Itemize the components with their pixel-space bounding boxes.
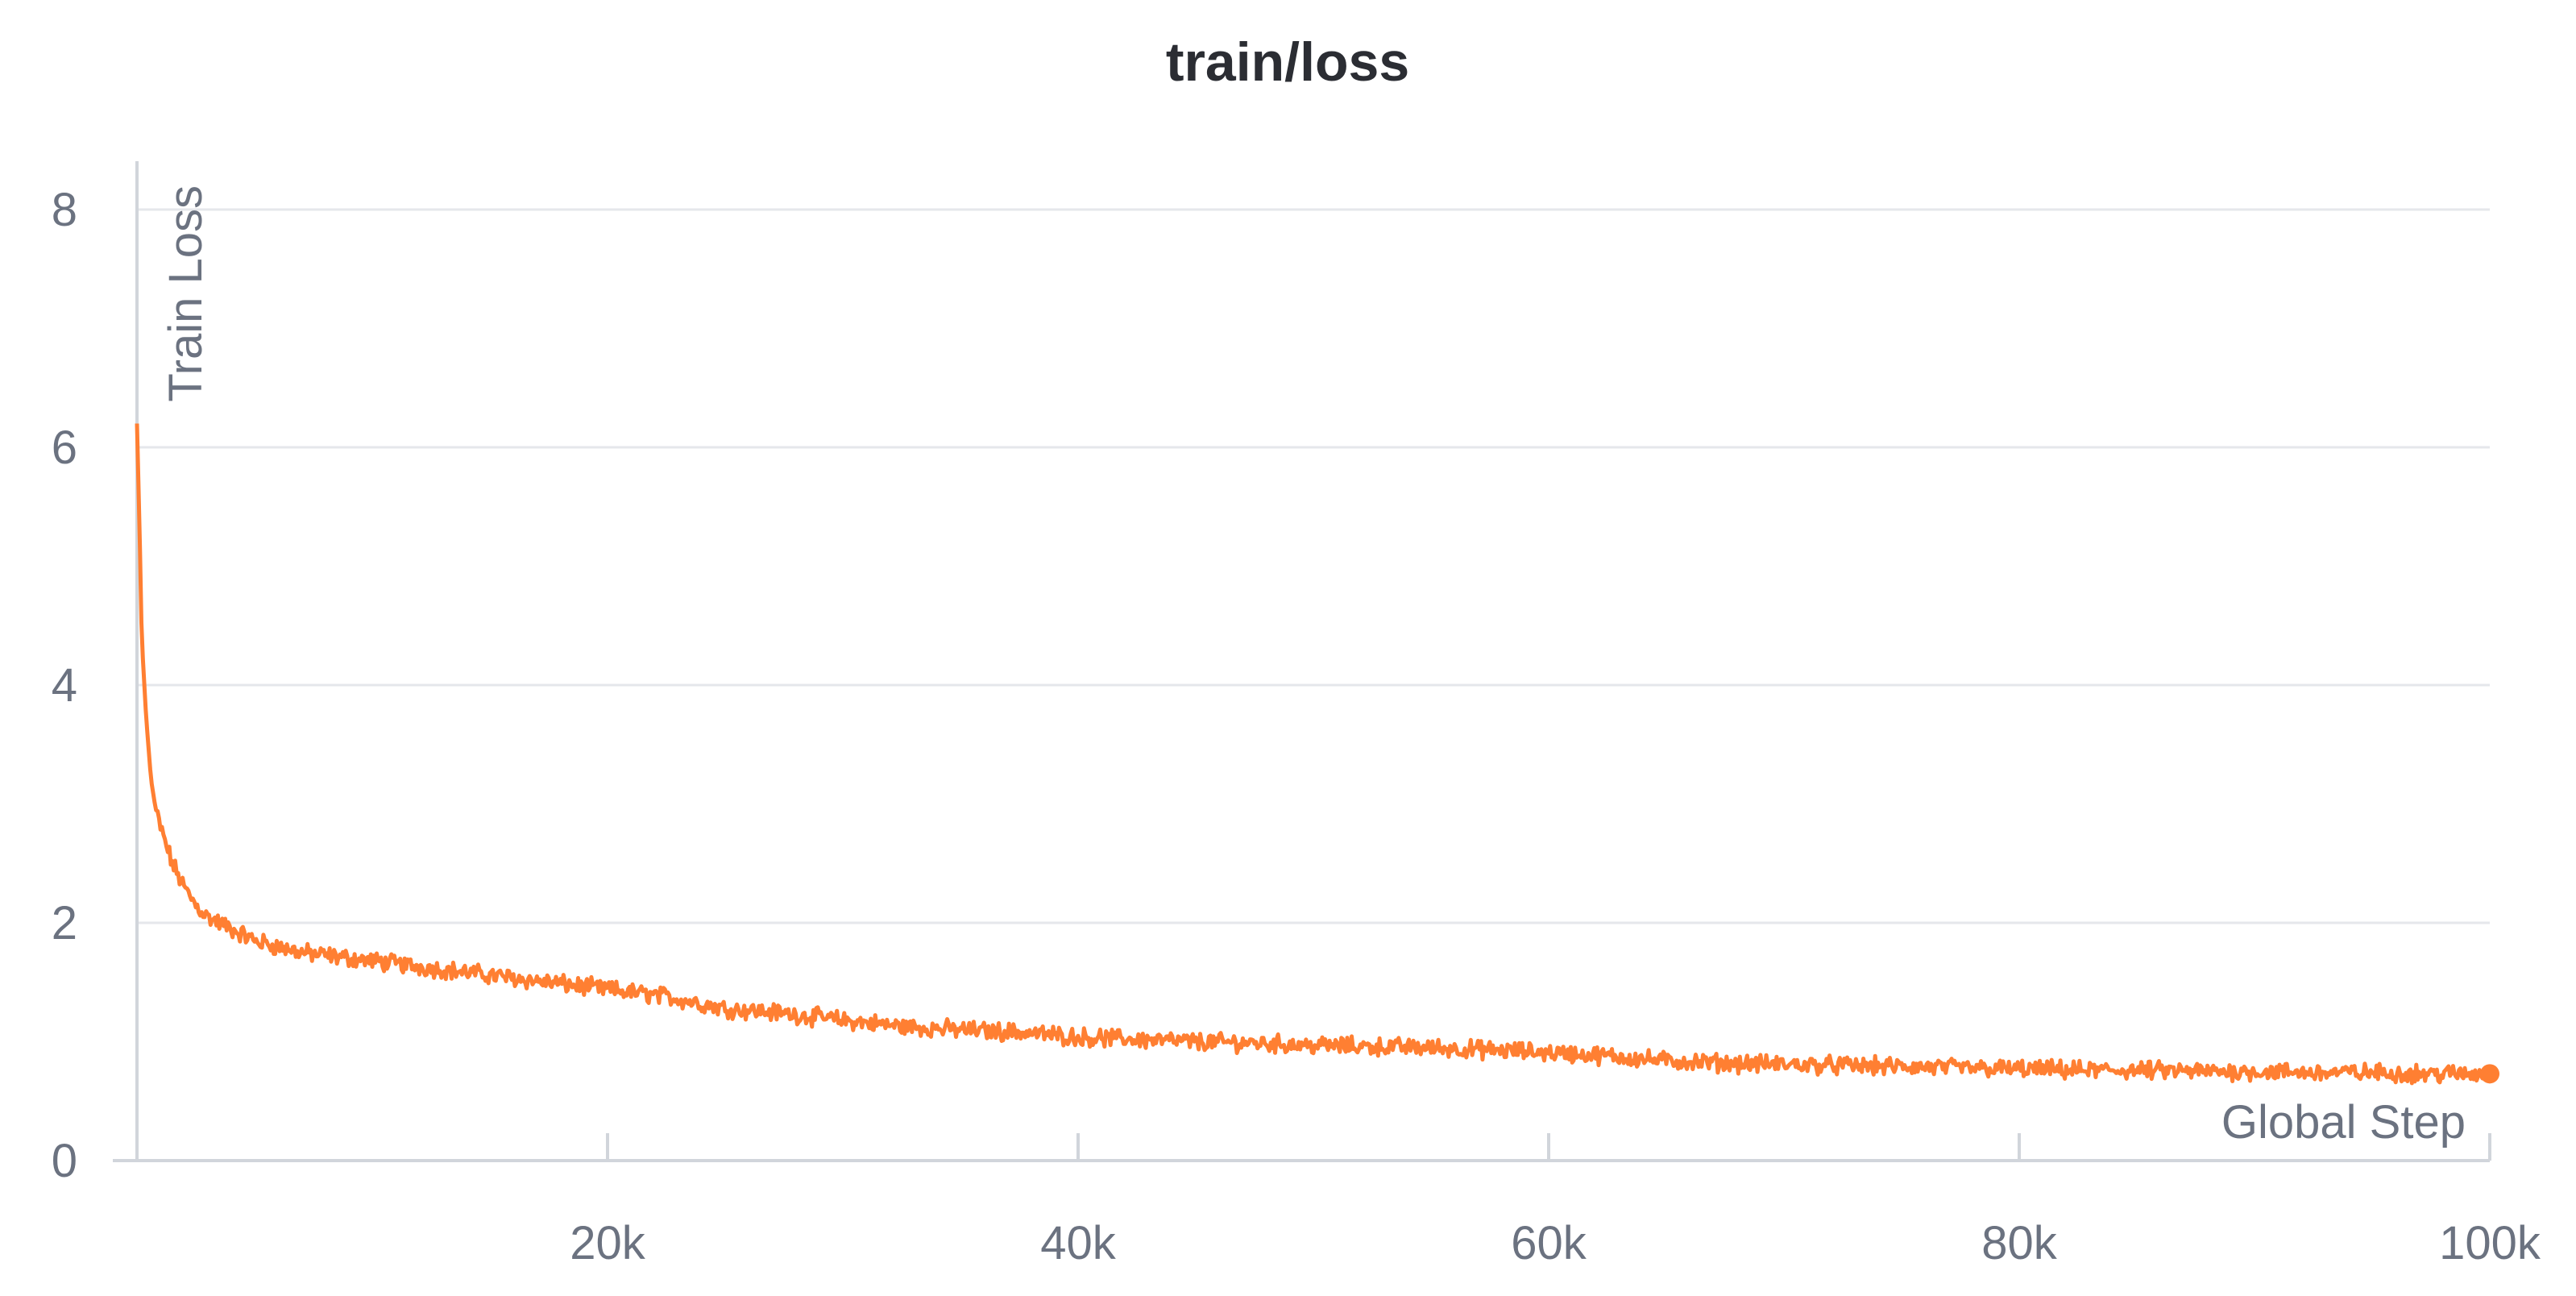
x-tick-label: 100k: [2439, 1217, 2541, 1269]
y-axis-label: Train Loss: [160, 185, 212, 402]
series-layer: [135, 423, 2499, 1086]
y-tick-label: 2: [52, 897, 77, 949]
y-tick-label: 0: [52, 1135, 77, 1187]
chart-title: train/loss: [1166, 31, 1409, 93]
y-tick-label: 8: [52, 184, 77, 236]
y-tick-label: 6: [52, 422, 77, 474]
x-tick-label: 40k: [1040, 1217, 1117, 1269]
grid-layer: [137, 208, 2490, 924]
axis-layer: 0 2 4 6 8 20k 40k 60k 80k 100k: [52, 161, 2541, 1269]
series-end-point: [2480, 1064, 2499, 1084]
x-tick-label: 20k: [570, 1217, 646, 1269]
x-tick-label: 80k: [1981, 1217, 2058, 1269]
y-tick-label: 4: [52, 659, 77, 712]
train-loss-line: [135, 423, 2492, 1086]
x-tick-label: 60k: [1511, 1217, 1587, 1269]
x-axis-label: Global Step: [2221, 1096, 2466, 1149]
